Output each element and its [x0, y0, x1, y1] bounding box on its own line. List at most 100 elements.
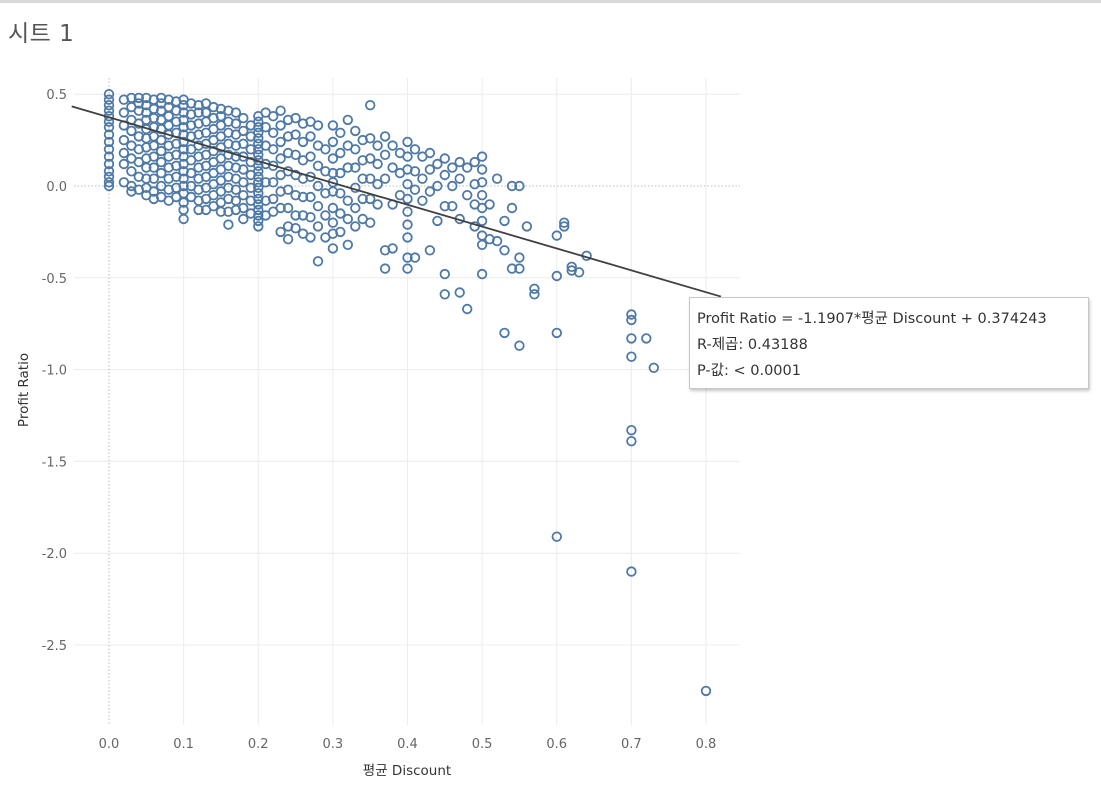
data-point[interactable]	[118, 158, 130, 170]
data-point[interactable]	[312, 200, 324, 212]
data-point[interactable]	[350, 221, 361, 232]
data-point[interactable]	[126, 125, 137, 137]
data-point[interactable]	[238, 112, 249, 124]
data-point[interactable]	[402, 263, 413, 274]
data-point[interactable]	[260, 177, 271, 188]
data-point[interactable]	[118, 147, 130, 159]
data-point[interactable]	[439, 289, 451, 300]
data-point[interactable]	[312, 180, 324, 192]
data-point[interactable]	[103, 158, 115, 170]
data-point[interactable]	[253, 182, 264, 194]
data-point[interactable]	[268, 110, 279, 122]
data-point[interactable]	[454, 287, 465, 298]
data-point[interactable]	[409, 144, 421, 155]
data-point[interactable]	[141, 162, 152, 173]
data-point[interactable]	[476, 268, 488, 280]
data-point[interactable]	[103, 99, 115, 111]
data-point[interactable]	[238, 202, 249, 214]
data-point[interactable]	[559, 217, 570, 228]
data-point[interactable]	[297, 191, 309, 203]
data-point[interactable]	[499, 215, 510, 227]
data-point[interactable]	[253, 221, 264, 232]
data-point[interactable]	[335, 208, 346, 219]
x-axis-label[interactable]: 평균 Discount	[363, 763, 451, 779]
data-point[interactable]	[462, 162, 473, 173]
data-point[interactable]	[409, 252, 421, 263]
data-point[interactable]	[506, 263, 518, 274]
data-point[interactable]	[178, 197, 189, 208]
data-point[interactable]	[514, 263, 525, 274]
data-point[interactable]	[447, 200, 458, 212]
data-point[interactable]	[447, 180, 458, 192]
data-point[interactable]	[476, 189, 488, 201]
data-point[interactable]	[462, 189, 473, 201]
trend-line[interactable]	[71, 105, 722, 298]
data-point[interactable]	[424, 147, 436, 159]
data-point[interactable]	[290, 222, 301, 234]
data-point[interactable]	[350, 162, 361, 173]
data-point[interactable]	[372, 178, 383, 190]
data-point[interactable]	[626, 309, 637, 320]
data-point[interactable]	[275, 202, 286, 214]
data-point[interactable]	[521, 221, 533, 232]
data-point[interactable]	[454, 156, 465, 168]
data-point[interactable]	[275, 153, 286, 164]
data-point[interactable]	[282, 202, 294, 214]
data-point[interactable]	[268, 193, 279, 205]
data-point[interactable]	[268, 144, 279, 155]
trend-layer[interactable]	[71, 105, 722, 298]
data-point[interactable]	[439, 169, 451, 181]
data-point[interactable]	[402, 151, 413, 162]
data-point[interactable]	[491, 235, 503, 247]
data-point[interactable]	[253, 215, 264, 227]
data-point[interactable]	[275, 105, 286, 116]
data-point[interactable]	[148, 140, 160, 151]
data-point[interactable]	[253, 149, 264, 161]
data-point[interactable]	[417, 195, 428, 206]
data-point[interactable]	[327, 136, 339, 148]
data-point[interactable]	[559, 221, 570, 232]
data-point[interactable]	[626, 314, 637, 326]
data-point[interactable]	[230, 107, 242, 118]
data-point[interactable]	[372, 199, 383, 210]
data-point[interactable]	[103, 136, 115, 148]
data-point[interactable]	[155, 156, 167, 168]
data-point[interactable]	[432, 215, 443, 227]
data-point[interactable]	[290, 129, 301, 140]
data-point[interactable]	[514, 252, 525, 263]
data-point[interactable]	[402, 178, 413, 190]
data-point[interactable]	[103, 88, 115, 100]
data-point[interactable]	[238, 189, 249, 201]
data-point[interactable]	[387, 140, 398, 151]
data-point[interactable]	[312, 221, 324, 232]
data-point[interactable]	[402, 136, 413, 148]
data-point[interactable]	[253, 210, 264, 221]
data-point[interactable]	[327, 217, 339, 228]
data-point[interactable]	[320, 144, 331, 155]
data-point[interactable]	[275, 120, 286, 131]
data-point[interactable]	[230, 118, 242, 129]
data-point[interactable]	[103, 177, 115, 188]
data-point[interactable]	[178, 144, 189, 155]
data-point[interactable]	[327, 120, 339, 131]
data-point[interactable]	[432, 158, 443, 170]
data-point[interactable]	[506, 180, 518, 192]
data-point[interactable]	[253, 127, 264, 139]
data-point[interactable]	[193, 107, 204, 118]
data-point[interactable]	[387, 243, 398, 254]
data-point[interactable]	[155, 145, 167, 157]
data-point[interactable]	[238, 213, 249, 225]
data-point[interactable]	[155, 167, 167, 179]
data-point[interactable]	[215, 206, 227, 217]
data-point[interactable]	[327, 243, 339, 254]
data-point[interactable]	[491, 173, 503, 184]
data-point[interactable]	[253, 188, 264, 199]
data-point[interactable]	[290, 149, 301, 161]
data-point[interactable]	[320, 210, 331, 221]
data-point[interactable]	[155, 134, 167, 146]
data-point[interactable]	[148, 186, 160, 197]
data-point[interactable]	[402, 206, 413, 217]
data-point[interactable]	[342, 213, 354, 225]
data-point[interactable]	[499, 245, 510, 256]
data-point[interactable]	[245, 182, 257, 194]
